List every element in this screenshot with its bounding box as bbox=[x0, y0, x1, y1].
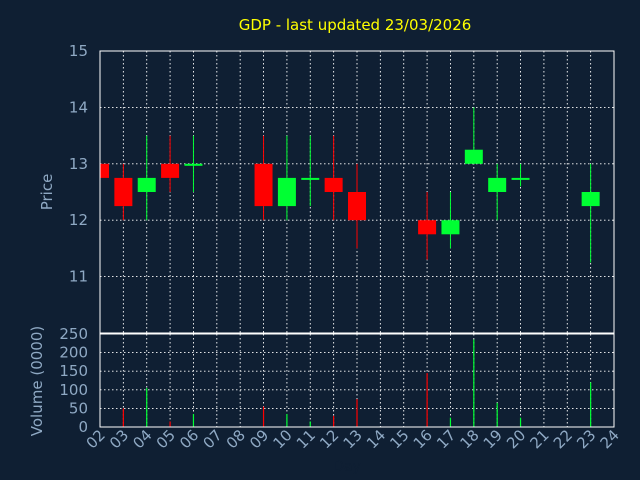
price-y-ticks: 11 12 13 14 15 bbox=[69, 42, 88, 286]
volume-y-tick-label: 200 bbox=[59, 344, 88, 362]
price-y-tick-label: 14 bbox=[69, 98, 88, 116]
candle-body bbox=[511, 177, 530, 180]
candle-body bbox=[488, 177, 507, 192]
candle-body bbox=[161, 163, 180, 178]
volume-y-tick-label: 150 bbox=[59, 362, 88, 380]
x-axis-label: Day bbox=[333, 459, 361, 475]
candles bbox=[99, 107, 600, 263]
candle-body bbox=[114, 177, 133, 207]
candle-body bbox=[464, 149, 483, 164]
price-y-tick-label: 13 bbox=[69, 155, 88, 173]
candle-body bbox=[348, 192, 366, 221]
price-y-tick-label: 11 bbox=[69, 268, 88, 286]
chart-title: GDP - last updated 23/03/2026 bbox=[239, 16, 472, 34]
candle-body bbox=[324, 177, 343, 192]
candle-body bbox=[301, 177, 320, 180]
candle-body bbox=[581, 192, 600, 207]
candle-body bbox=[441, 220, 460, 235]
price-axis-label: Price bbox=[38, 174, 56, 211]
volume-y-tick-label: 100 bbox=[59, 381, 88, 399]
volume-axis-label: Volume (0000) bbox=[28, 326, 46, 436]
candle-body bbox=[100, 163, 109, 178]
candle-body bbox=[418, 220, 437, 235]
volume-y-tick-label: 250 bbox=[59, 325, 88, 343]
volume-bars bbox=[122, 339, 592, 427]
volume-panel-frame bbox=[99, 333, 615, 428]
candle-body bbox=[254, 163, 273, 207]
price-y-tick-label: 15 bbox=[69, 42, 88, 60]
price-panel-frame bbox=[99, 50, 615, 334]
volume-y-tick-label: 50 bbox=[69, 399, 88, 417]
candle-body bbox=[137, 177, 156, 192]
volume-y-tick-label: 0 bbox=[78, 418, 88, 436]
x-ticks: 0203040506070809101112131415161718192021… bbox=[83, 426, 623, 452]
candle-body bbox=[277, 177, 296, 207]
candle-body bbox=[184, 163, 203, 166]
price-y-tick-label: 12 bbox=[69, 211, 88, 229]
